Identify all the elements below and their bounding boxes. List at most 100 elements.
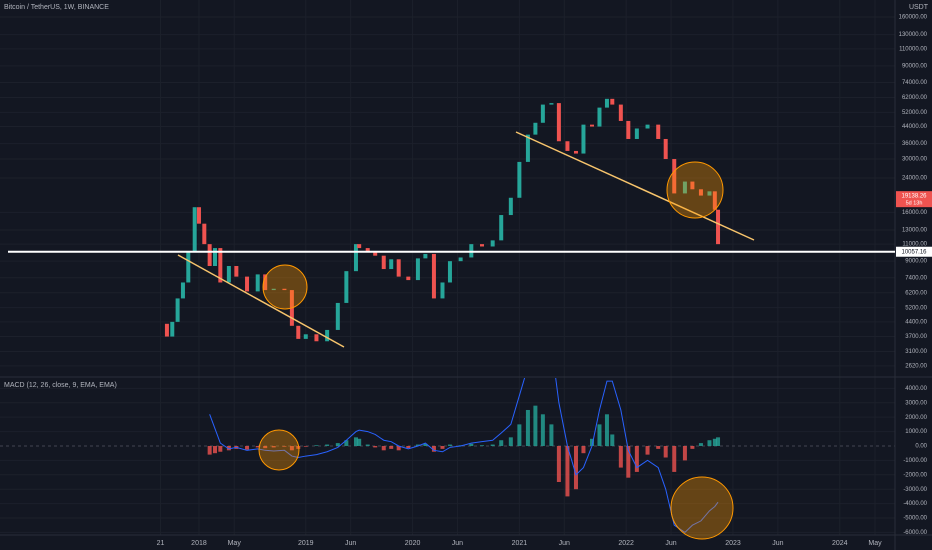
histogram-bar bbox=[406, 445, 411, 449]
candle bbox=[556, 103, 561, 142]
candle bbox=[226, 266, 231, 283]
histogram-bar bbox=[255, 445, 260, 448]
candle bbox=[431, 253, 436, 299]
histogram-bar bbox=[610, 434, 615, 446]
trendline bbox=[177, 254, 345, 348]
candle bbox=[335, 302, 340, 330]
y-tick-label: 5200.00 bbox=[905, 305, 927, 311]
candle bbox=[175, 298, 180, 322]
y-tick-label: -2000.00 bbox=[903, 472, 927, 478]
y-tick-label: -1000.00 bbox=[903, 458, 927, 464]
candle bbox=[525, 134, 530, 162]
candle bbox=[716, 209, 721, 245]
y-tick-label: 160000.00 bbox=[899, 15, 928, 21]
candle bbox=[406, 276, 411, 281]
trendline bbox=[515, 131, 755, 241]
candle bbox=[234, 266, 239, 277]
candle bbox=[180, 282, 185, 299]
candle bbox=[263, 274, 268, 291]
y-tick-label: 3000.00 bbox=[905, 400, 927, 406]
histogram-bar bbox=[656, 445, 661, 449]
candle bbox=[499, 215, 504, 241]
candle bbox=[423, 253, 428, 259]
candle bbox=[218, 248, 223, 283]
candle bbox=[597, 107, 602, 127]
y-tick-label: 74000.00 bbox=[902, 80, 928, 86]
symbol-title: Bitcoin / TetherUS, 1W, BINANCE bbox=[4, 4, 109, 11]
y-tick-label: 3100.00 bbox=[905, 349, 927, 355]
candle bbox=[314, 334, 319, 342]
highlight-circle bbox=[262, 264, 308, 310]
histogram-bar bbox=[517, 424, 522, 446]
y-tick-label: 130000.00 bbox=[899, 32, 928, 38]
x-tick-label: 2023 bbox=[725, 540, 741, 547]
y-tick-label: -5000.00 bbox=[903, 516, 927, 522]
x-tick-label: Jun bbox=[665, 540, 676, 547]
candle bbox=[590, 124, 595, 127]
x-tick-label: Jun bbox=[772, 540, 783, 547]
histogram-bar bbox=[447, 444, 452, 446]
histogram-bar bbox=[573, 445, 578, 490]
candle bbox=[271, 288, 276, 291]
y-tick-label: -3000.00 bbox=[903, 487, 927, 493]
candle bbox=[196, 207, 201, 224]
y-tick-label: 4000.00 bbox=[905, 386, 927, 392]
price-tag-label: 19138.26 bbox=[901, 194, 927, 200]
histogram-bar bbox=[423, 443, 428, 446]
grid bbox=[0, 445, 895, 447]
histogram-bar bbox=[716, 437, 721, 446]
candle bbox=[325, 329, 330, 342]
x-tick-label: 2024 bbox=[832, 540, 848, 547]
candle bbox=[712, 191, 717, 210]
candle bbox=[573, 150, 578, 154]
histogram-bar bbox=[303, 445, 308, 447]
histogram-bar bbox=[556, 445, 561, 482]
histogram-bar bbox=[698, 443, 703, 446]
candle bbox=[353, 244, 358, 272]
histogram-bar bbox=[245, 445, 250, 450]
histogram-bar bbox=[218, 445, 223, 452]
histogram-bar bbox=[581, 445, 586, 454]
currency-label: USDT bbox=[909, 4, 929, 11]
x-tick-label: May bbox=[868, 540, 882, 547]
histogram-bar bbox=[389, 445, 394, 449]
candle bbox=[604, 98, 609, 108]
histogram-bar bbox=[325, 444, 330, 446]
candle bbox=[540, 104, 545, 123]
candle bbox=[296, 325, 301, 339]
candle bbox=[517, 161, 522, 198]
candle bbox=[344, 271, 349, 303]
histogram-bar bbox=[525, 409, 530, 446]
histogram-bar bbox=[634, 445, 639, 472]
candle bbox=[440, 282, 445, 299]
histogram-bar bbox=[540, 414, 545, 446]
candle bbox=[626, 120, 631, 139]
candle bbox=[381, 255, 386, 270]
candle bbox=[389, 259, 394, 270]
histogram-bar bbox=[373, 445, 378, 448]
y-tick-label: 6200.00 bbox=[905, 290, 927, 296]
candle bbox=[490, 240, 495, 247]
candle bbox=[447, 261, 452, 283]
countdown-label: 5d 13h bbox=[906, 201, 923, 207]
candle bbox=[245, 276, 250, 292]
macd-pane bbox=[207, 378, 721, 534]
histogram-bar bbox=[396, 445, 401, 451]
candle bbox=[170, 321, 175, 337]
y-tick-label: 2000.00 bbox=[905, 415, 927, 421]
macd-line bbox=[209, 378, 719, 534]
histogram-bar bbox=[271, 445, 276, 448]
histogram-bar bbox=[212, 445, 217, 454]
candle bbox=[365, 248, 370, 253]
y-tick-label: 16000.00 bbox=[902, 210, 928, 216]
histogram-bar bbox=[533, 405, 538, 446]
histogram-bar bbox=[314, 445, 319, 446]
candle bbox=[656, 124, 661, 139]
y-tick-label: 0.00 bbox=[915, 444, 927, 450]
x-tick-label: 21 bbox=[157, 540, 165, 547]
histogram-bar bbox=[682, 445, 687, 461]
